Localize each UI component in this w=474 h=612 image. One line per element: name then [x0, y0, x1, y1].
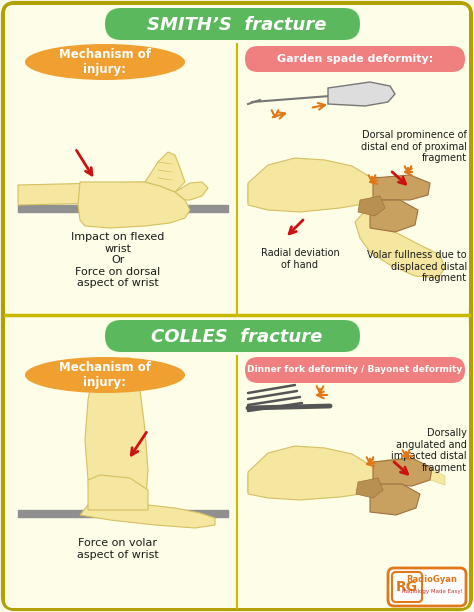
FancyBboxPatch shape	[3, 3, 471, 609]
Text: Dorsally
angulated and
impacted distal
fragment: Dorsally angulated and impacted distal f…	[392, 428, 467, 473]
Ellipse shape	[25, 357, 185, 393]
Text: SMITH’S  fracture: SMITH’S fracture	[147, 16, 327, 34]
Polygon shape	[370, 200, 418, 232]
Text: Dorsal prominence of
distal end of proximal
fragment: Dorsal prominence of distal end of proxi…	[361, 130, 467, 163]
Text: Radial deviation
of hand: Radial deviation of hand	[261, 248, 339, 270]
Text: Dinner fork deformity / Bayonet deformity: Dinner fork deformity / Bayonet deformit…	[247, 365, 463, 375]
Polygon shape	[248, 446, 378, 500]
Polygon shape	[248, 158, 378, 212]
Text: Impact on flexed
wrist
Or
Force on dorsal
aspect of wrist: Impact on flexed wrist Or Force on dorsa…	[71, 232, 164, 288]
Ellipse shape	[25, 44, 185, 80]
FancyBboxPatch shape	[392, 572, 422, 602]
Polygon shape	[356, 478, 383, 498]
Text: Volar fullness due to
displaced distal
fragment: Volar fullness due to displaced distal f…	[367, 250, 467, 283]
Polygon shape	[248, 183, 378, 202]
Text: Force on volar
aspect of wrist: Force on volar aspect of wrist	[77, 538, 159, 559]
Polygon shape	[373, 458, 432, 486]
FancyBboxPatch shape	[388, 568, 466, 606]
FancyBboxPatch shape	[5, 318, 469, 608]
Polygon shape	[248, 472, 378, 492]
Polygon shape	[88, 475, 148, 510]
Polygon shape	[175, 182, 208, 200]
Polygon shape	[18, 182, 148, 205]
Text: Garden spade deformity:: Garden spade deformity:	[277, 54, 433, 64]
Polygon shape	[358, 196, 385, 216]
Text: COLLES  fracture: COLLES fracture	[151, 328, 323, 346]
FancyBboxPatch shape	[105, 8, 360, 40]
FancyBboxPatch shape	[245, 357, 465, 383]
Text: RadioGyan: RadioGyan	[407, 575, 457, 584]
Text: Mechanism of
injury:: Mechanism of injury:	[59, 361, 151, 389]
FancyBboxPatch shape	[105, 320, 360, 352]
Text: Radiology Made Easy!: Radiology Made Easy!	[401, 589, 463, 594]
Polygon shape	[78, 182, 190, 228]
Polygon shape	[355, 202, 445, 278]
FancyBboxPatch shape	[245, 46, 465, 72]
Polygon shape	[85, 358, 148, 514]
Polygon shape	[370, 484, 420, 515]
FancyBboxPatch shape	[5, 5, 469, 315]
Polygon shape	[328, 82, 395, 106]
Polygon shape	[373, 175, 430, 200]
Text: Mechanism of
injury:: Mechanism of injury:	[59, 48, 151, 76]
Polygon shape	[145, 152, 185, 192]
Polygon shape	[80, 505, 215, 528]
Text: RG: RG	[396, 580, 418, 594]
Polygon shape	[373, 458, 445, 486]
